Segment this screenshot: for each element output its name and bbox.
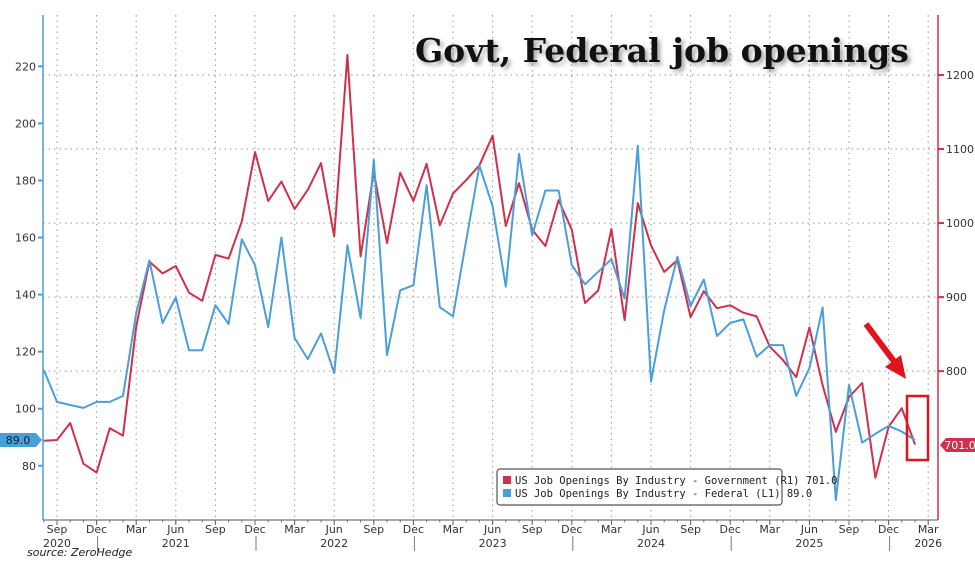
x-year-label: 2023 [479, 537, 507, 550]
right-tick-label: 1200 [946, 69, 974, 82]
left-tick-label: 80 [22, 460, 36, 473]
left-tick-label: 200 [15, 117, 36, 130]
legend-swatch-federal [503, 489, 511, 497]
x-tick-label: Mar [601, 523, 622, 536]
x-year-label: 2022 [320, 537, 348, 550]
right-tick-label: 1000 [946, 217, 974, 230]
right-tick-label: 900 [946, 291, 967, 304]
series-line-government [43, 54, 916, 479]
x-tick-label: Jun [166, 523, 184, 536]
x-year-label: 2020 [43, 537, 71, 550]
series-lines [42, 54, 916, 501]
arrow-head-icon [885, 355, 906, 379]
x-tick-label: Dec [878, 523, 899, 536]
left-tick-label: 180 [15, 174, 36, 187]
x-tick-label: Sep [363, 523, 384, 536]
x-tick-label: Sep [839, 523, 860, 536]
left-value-tag: 89.0 [0, 433, 42, 447]
x-tick-label: Mar [126, 523, 147, 536]
x-tick-label: Jun [325, 523, 343, 536]
x-tick-label: Sep [205, 523, 226, 536]
right-value-tag: 701.0 [940, 438, 975, 452]
x-tick-label: Dec [720, 523, 741, 536]
x-year-label: 2025 [795, 537, 823, 550]
x-tick-label: Dec [86, 523, 107, 536]
right-value-tag-text: 701.0 [944, 439, 975, 452]
x-tick-label: Mar [284, 523, 305, 536]
x-tick-label: Sep [522, 523, 543, 536]
right-tick-label: 800 [946, 365, 967, 378]
legend-label-government: US Job Openings By Industry - Government… [515, 475, 837, 487]
highlight-box [905, 394, 930, 462]
right-tick-label: 1100 [946, 143, 974, 156]
x-tick-label: Mar [443, 523, 464, 536]
series-line-federal [42, 144, 916, 501]
arrow-shaft [863, 322, 899, 366]
x-tick-label: Mar [918, 523, 939, 536]
left-tick-label: 100 [15, 403, 36, 416]
left-tick-label: 160 [15, 232, 36, 245]
annotation-arrow [863, 322, 906, 379]
x-tick-label: Dec [561, 523, 582, 536]
x-tick-label: Jun [483, 523, 501, 536]
source-note: source: ZeroHedge [27, 546, 133, 559]
x-tick-label: Mar [759, 523, 780, 536]
x-year-label: 2024 [637, 537, 665, 550]
grid [43, 15, 938, 520]
x-year-label: 2026 [914, 537, 942, 550]
x-tick-label: Sep [680, 523, 701, 536]
left-value-tag-text: 89.0 [6, 434, 31, 447]
left-tick-label: 140 [15, 289, 36, 302]
x-tick-label: Jun [641, 523, 659, 536]
x-tick-label: Jun [800, 523, 818, 536]
left-tick-label: 120 [15, 346, 36, 359]
chart-title: Govt, Federal job openings [415, 31, 909, 70]
legend-box [496, 468, 783, 506]
x-tick-label: Sep [47, 523, 68, 536]
axes: Sep Dec Mar Jun Sep Dec Mar Jun Sep Dec Mar Jun Sep D… [15, 15, 974, 551]
legend-swatch-government [503, 476, 511, 484]
x-year-label: 2021 [162, 537, 190, 550]
x-tick-label: Dec [244, 523, 265, 536]
left-tick-label: 220 [15, 60, 36, 73]
x-tick-label: Dec [403, 523, 424, 536]
legend-label-federal: US Job Openings By Industry - Federal (L… [515, 488, 812, 500]
legend: US Job Openings By Industry - Government… [496, 468, 837, 506]
